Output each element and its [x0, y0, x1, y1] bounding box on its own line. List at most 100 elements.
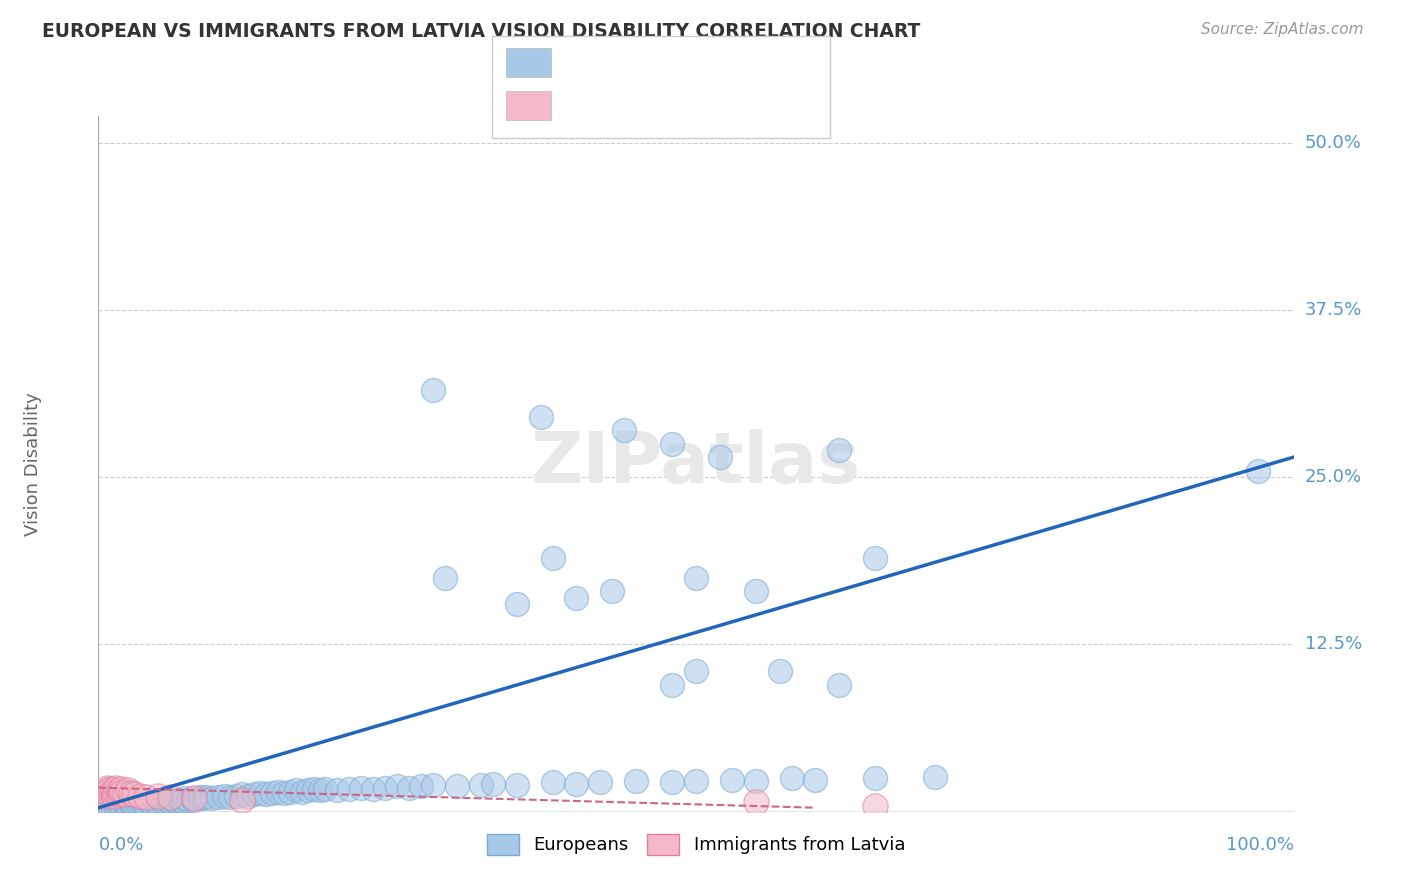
Point: [231, 788, 253, 802]
Point: [173, 791, 195, 805]
Point: [148, 797, 170, 811]
Point: [231, 793, 253, 806]
Point: [863, 771, 886, 786]
Point: [107, 797, 129, 812]
Point: [104, 797, 127, 812]
Point: [201, 791, 224, 805]
Text: Source: ZipAtlas.com: Source: ZipAtlas.com: [1201, 22, 1364, 37]
Point: [180, 791, 202, 805]
Point: [924, 770, 946, 784]
Point: [100, 786, 122, 800]
Point: [101, 783, 124, 797]
Point: [129, 796, 152, 810]
Point: [98, 781, 122, 797]
Point: [149, 794, 172, 808]
Point: [97, 783, 120, 797]
Text: 25.0%: 25.0%: [1305, 468, 1362, 486]
Point: [685, 571, 707, 585]
Point: [721, 772, 744, 787]
Point: [470, 778, 492, 792]
Point: [661, 775, 683, 789]
Text: R =: R =: [562, 54, 602, 71]
Point: [141, 797, 163, 811]
Point: [135, 790, 157, 805]
Point: [219, 790, 242, 805]
Point: [207, 790, 229, 805]
Point: [267, 785, 290, 799]
Point: [302, 781, 325, 797]
Point: [165, 794, 187, 808]
Point: [135, 797, 157, 812]
Point: [337, 781, 360, 797]
Point: [308, 783, 330, 797]
Point: [132, 797, 155, 811]
Point: [1246, 464, 1268, 478]
Point: [111, 785, 134, 799]
Point: [745, 773, 768, 789]
Point: [249, 786, 271, 800]
Point: [385, 780, 409, 794]
Point: [685, 773, 707, 789]
Point: [125, 797, 148, 811]
Point: [863, 799, 886, 814]
Point: [98, 788, 121, 802]
Point: [745, 584, 768, 599]
Point: [398, 780, 420, 795]
Point: [101, 801, 124, 815]
Point: [422, 384, 444, 398]
Point: [363, 781, 385, 797]
Point: [129, 789, 152, 803]
Point: [121, 797, 143, 811]
Point: [183, 793, 205, 806]
Point: [107, 783, 129, 797]
Text: N =: N =: [696, 54, 735, 71]
Point: [117, 799, 139, 814]
Text: Vision Disability: Vision Disability: [24, 392, 42, 536]
Point: [326, 783, 349, 797]
Point: [828, 678, 851, 692]
Point: [194, 790, 217, 805]
Point: [411, 780, 433, 794]
Point: [105, 799, 128, 814]
Point: [254, 788, 277, 802]
Text: 37.5%: 37.5%: [1305, 301, 1362, 319]
Point: [108, 786, 131, 800]
Point: [159, 790, 181, 805]
Point: [297, 783, 319, 797]
Point: [177, 793, 200, 806]
Point: [120, 797, 142, 812]
Point: [804, 772, 827, 787]
Point: [124, 797, 146, 812]
Text: ZIPatlas: ZIPatlas: [531, 429, 860, 499]
Point: [143, 796, 166, 810]
Point: [273, 786, 295, 800]
Point: [613, 424, 636, 438]
Point: [374, 780, 396, 795]
Point: [138, 796, 160, 810]
Point: [529, 410, 551, 425]
Point: [433, 571, 456, 585]
Point: [188, 790, 211, 805]
Point: [105, 780, 128, 795]
Text: 0.644: 0.644: [614, 54, 671, 71]
Text: N =: N =: [696, 96, 735, 114]
Point: [120, 786, 142, 800]
Point: [709, 450, 731, 465]
Text: 12.5%: 12.5%: [1305, 635, 1362, 654]
Point: [114, 788, 136, 802]
Point: [97, 799, 120, 814]
Point: [863, 550, 886, 565]
Point: [780, 771, 803, 786]
Point: [661, 436, 683, 450]
Point: [153, 796, 176, 810]
Point: [284, 783, 307, 797]
Point: [541, 775, 564, 789]
Point: [104, 785, 127, 799]
Point: [162, 793, 184, 806]
Point: [225, 789, 247, 803]
Point: [111, 799, 134, 814]
Point: [350, 780, 373, 795]
Point: [661, 678, 683, 692]
Point: [91, 789, 114, 803]
Text: R =: R =: [562, 96, 602, 114]
